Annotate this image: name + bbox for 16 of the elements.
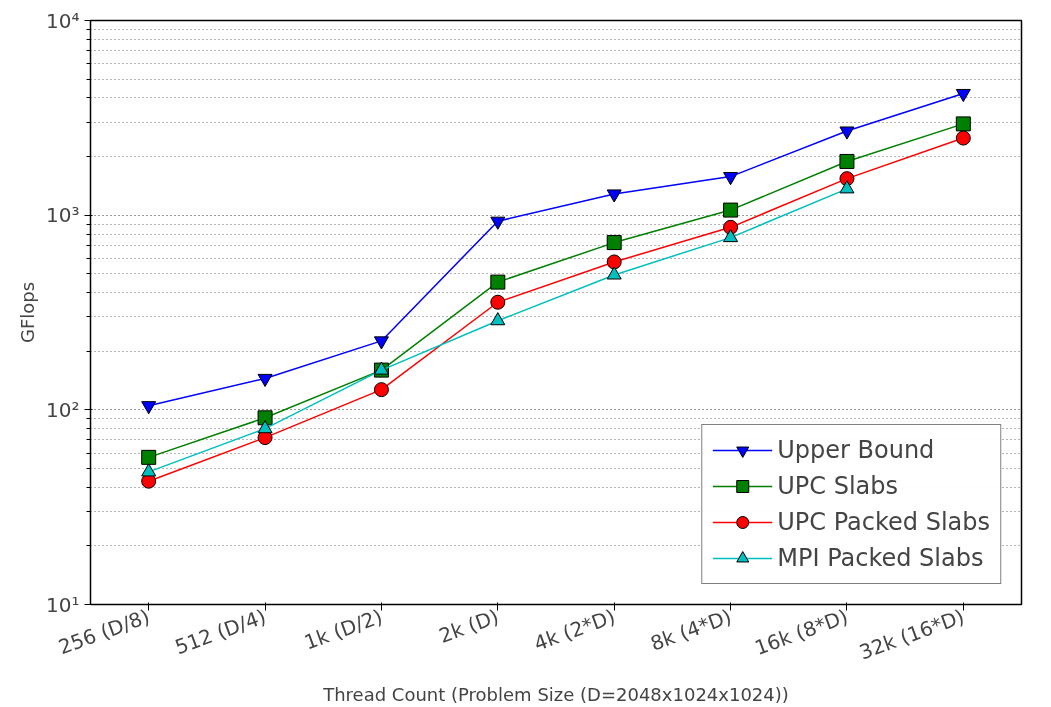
legend-label: UPC Slabs xyxy=(777,472,899,500)
y-tick-label: 10³ xyxy=(46,203,80,228)
legend-label: UPC Packed Slabs xyxy=(777,508,990,536)
legend-label: MPI Packed Slabs xyxy=(777,544,984,572)
y-tick-label: 10⁴ xyxy=(46,8,80,33)
x-tick-label: 8k (4*D) xyxy=(647,604,735,656)
legend-label: Upper Bound xyxy=(777,436,935,464)
x-axis-title: Thread Count (Problem Size (D=2048x1024x1024)) xyxy=(322,683,789,705)
x-tick-label: 16k (8*D) xyxy=(751,604,852,660)
y-axis-title: GFlops xyxy=(17,281,39,344)
y-tick-label: 10¹ xyxy=(46,592,80,617)
x-tick-label: 1k (D/2) xyxy=(301,604,386,655)
x-tick-label: 512 (D/4) xyxy=(171,604,270,660)
x-tick-label: 4k (2*D) xyxy=(530,604,619,656)
x-tick-label: 2k (D) xyxy=(435,604,502,648)
y-tick-label: 10² xyxy=(46,397,80,422)
